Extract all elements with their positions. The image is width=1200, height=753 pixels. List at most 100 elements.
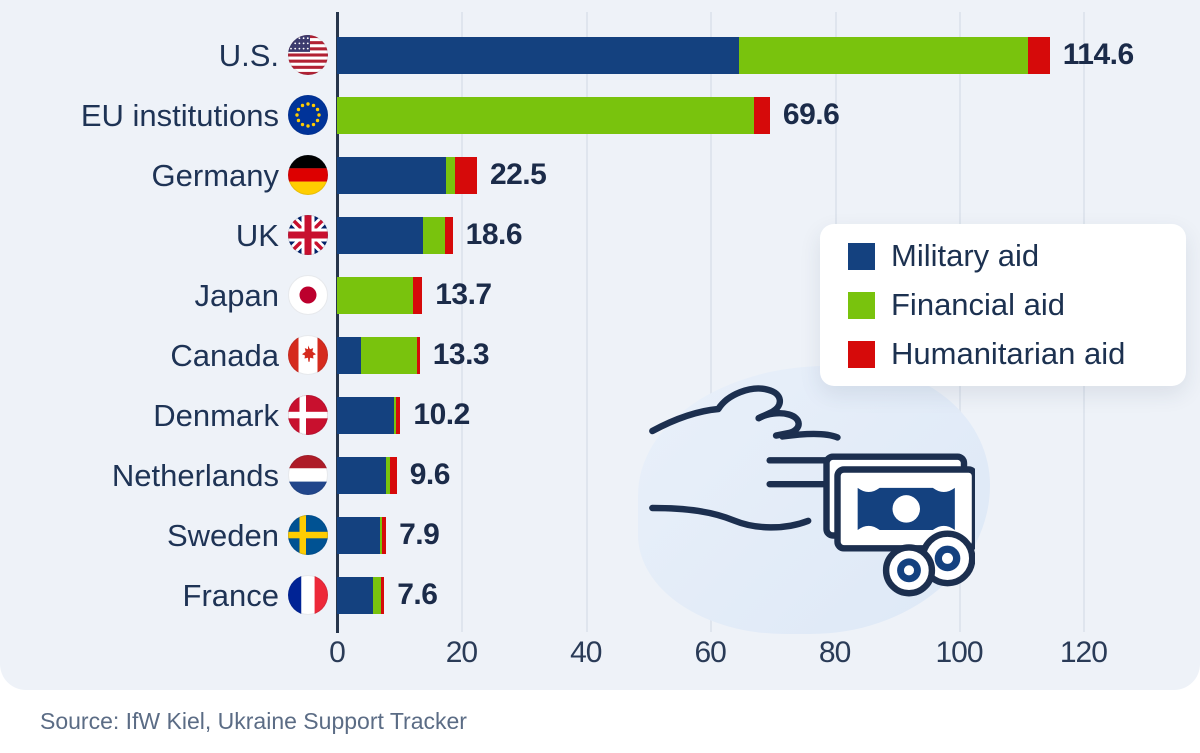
bar-segment-military [337, 456, 386, 494]
bar-line: 114.6 [337, 25, 1200, 85]
x-tick-label: 0 [329, 636, 346, 669]
bar-line: 13.3 [337, 325, 1200, 385]
bar-value-label: 22.5 [489, 158, 547, 191]
bar-value-label: 18.6 [465, 218, 523, 251]
flag-wrap [286, 153, 330, 197]
flag-wrap [286, 513, 330, 557]
bar-value-label: 7.6 [397, 578, 438, 611]
country-label: EU institutions [80, 97, 279, 133]
bar-segment-humanitarian [396, 396, 401, 434]
bar-segment-humanitarian [416, 336, 420, 374]
bar-segment-humanitarian [389, 456, 397, 494]
x-tick-label: 40 [570, 636, 602, 669]
country-label: Netherlands [111, 457, 279, 493]
x-axis-tick-labels: 0 20 40 60 80 100 120 [0, 636, 1200, 672]
x-tick-label: 80 [818, 636, 851, 669]
bar-segment-military [337, 156, 446, 194]
flag-wrap [286, 333, 330, 377]
bar-value-label: 10.2 [413, 398, 470, 431]
flag-ca-icon [288, 335, 328, 375]
bar-line: 69.6 [337, 85, 1200, 145]
bar-value-label: 9.6 [409, 458, 451, 491]
legend-label: Humanitarian aid [891, 336, 1126, 371]
flag-us-icon [288, 35, 328, 75]
flag-wrap [286, 273, 330, 317]
country-label: UK [235, 217, 279, 253]
chart-row: Netherlands 9.6 [0, 445, 1200, 505]
bar-line: 22.5 [337, 145, 1200, 205]
x-tick-label: 20 [445, 636, 478, 669]
flag-se-icon [288, 515, 328, 555]
bar-segment-military [337, 396, 395, 434]
flag-nl-icon [288, 455, 328, 495]
chart-row: Japan 13.7 [0, 265, 1200, 325]
giving-hand-money-icon [649, 385, 975, 597]
legend-item-military: Military aid [848, 238, 1186, 274]
flag-wrap [286, 453, 330, 497]
stacked-bar [337, 456, 397, 494]
bar-value-label: 114.6 [1062, 38, 1134, 71]
stacked-bar [337, 216, 453, 254]
bar-segment-military [337, 216, 423, 254]
bar-segment-financial [422, 216, 446, 254]
chart-row: Denmark 10.2 [0, 385, 1200, 445]
stacked-bar [337, 276, 423, 314]
country-label: Japan [194, 277, 279, 313]
country-label: Germany [151, 157, 279, 193]
bar-segment-humanitarian [381, 516, 387, 554]
country-label: France [182, 577, 279, 613]
financial-aid-swatch [848, 291, 875, 319]
bar-segment-humanitarian [380, 576, 385, 614]
bar-segment-financial [394, 396, 397, 434]
x-gridline [710, 12, 713, 632]
chart-row: UK 18.6 [0, 205, 1200, 265]
stacked-bar [337, 336, 420, 374]
x-gridline [585, 12, 588, 632]
flag-de-icon [288, 155, 328, 195]
flag-uk-icon [288, 215, 328, 255]
chart-row: U.S. 114.6 [0, 25, 1200, 85]
bar-value-label: 13.7 [435, 278, 492, 311]
flag-wrap [286, 573, 330, 617]
source-strip: Source: IfW Kiel, Ukraine Support Tracke… [0, 690, 1200, 753]
x-gridline [461, 12, 464, 632]
bar-segment-humanitarian [412, 276, 423, 314]
bar-segment-humanitarian [1028, 36, 1050, 74]
flag-wrap [286, 93, 330, 137]
humanitarian-aid-swatch [848, 340, 875, 368]
military-aid-swatch [848, 242, 875, 270]
source-text: Source: IfW Kiel, Ukraine Support Tracke… [40, 708, 467, 734]
bar-line: 9.6 [337, 445, 1200, 505]
bar-segment-military [337, 516, 380, 554]
stacked-bar [337, 396, 401, 434]
bar-segment-financial [337, 96, 754, 134]
bar-value-label: 7.9 [399, 518, 440, 551]
bar-segment-financial [379, 516, 382, 554]
stacked-bar [337, 36, 1050, 74]
bar-line: 13.7 [337, 265, 1200, 325]
chart-panel: U.S. 114.6 EU institutions 69.6 Germany 22.5 U… [0, 0, 1200, 690]
country-label: Denmark [153, 397, 279, 433]
bar-segment-financial [385, 456, 390, 494]
legend-label: Military aid [891, 238, 1040, 273]
chart-row: France 7.6 [0, 565, 1200, 625]
legend-card: Military aid Financial aid Humanitarian … [820, 224, 1186, 386]
bar-line: 18.6 [337, 205, 1200, 265]
flag-dk-icon [288, 395, 328, 435]
stacked-bar [337, 96, 770, 134]
bar-line: 10.2 [337, 385, 1200, 445]
stacked-bar [337, 156, 477, 194]
flag-jp-icon [288, 275, 328, 315]
chart-row: Germany 22.5 [0, 145, 1200, 205]
chart-row: Canada 13.3 [0, 325, 1200, 385]
bar-segment-humanitarian [753, 96, 770, 134]
bar-value-label: 13.3 [432, 338, 490, 371]
bar-segment-military [337, 36, 739, 74]
country-label: U.S. [218, 37, 279, 73]
chart-row: EU institutions 69.6 [0, 85, 1200, 145]
bar-segment-financial [337, 276, 413, 314]
legend-item-financial: Financial aid [848, 287, 1186, 323]
bar-segment-military [337, 336, 362, 374]
bar-value-label: 69.6 [782, 98, 840, 131]
bar-line: 7.9 [337, 505, 1200, 565]
